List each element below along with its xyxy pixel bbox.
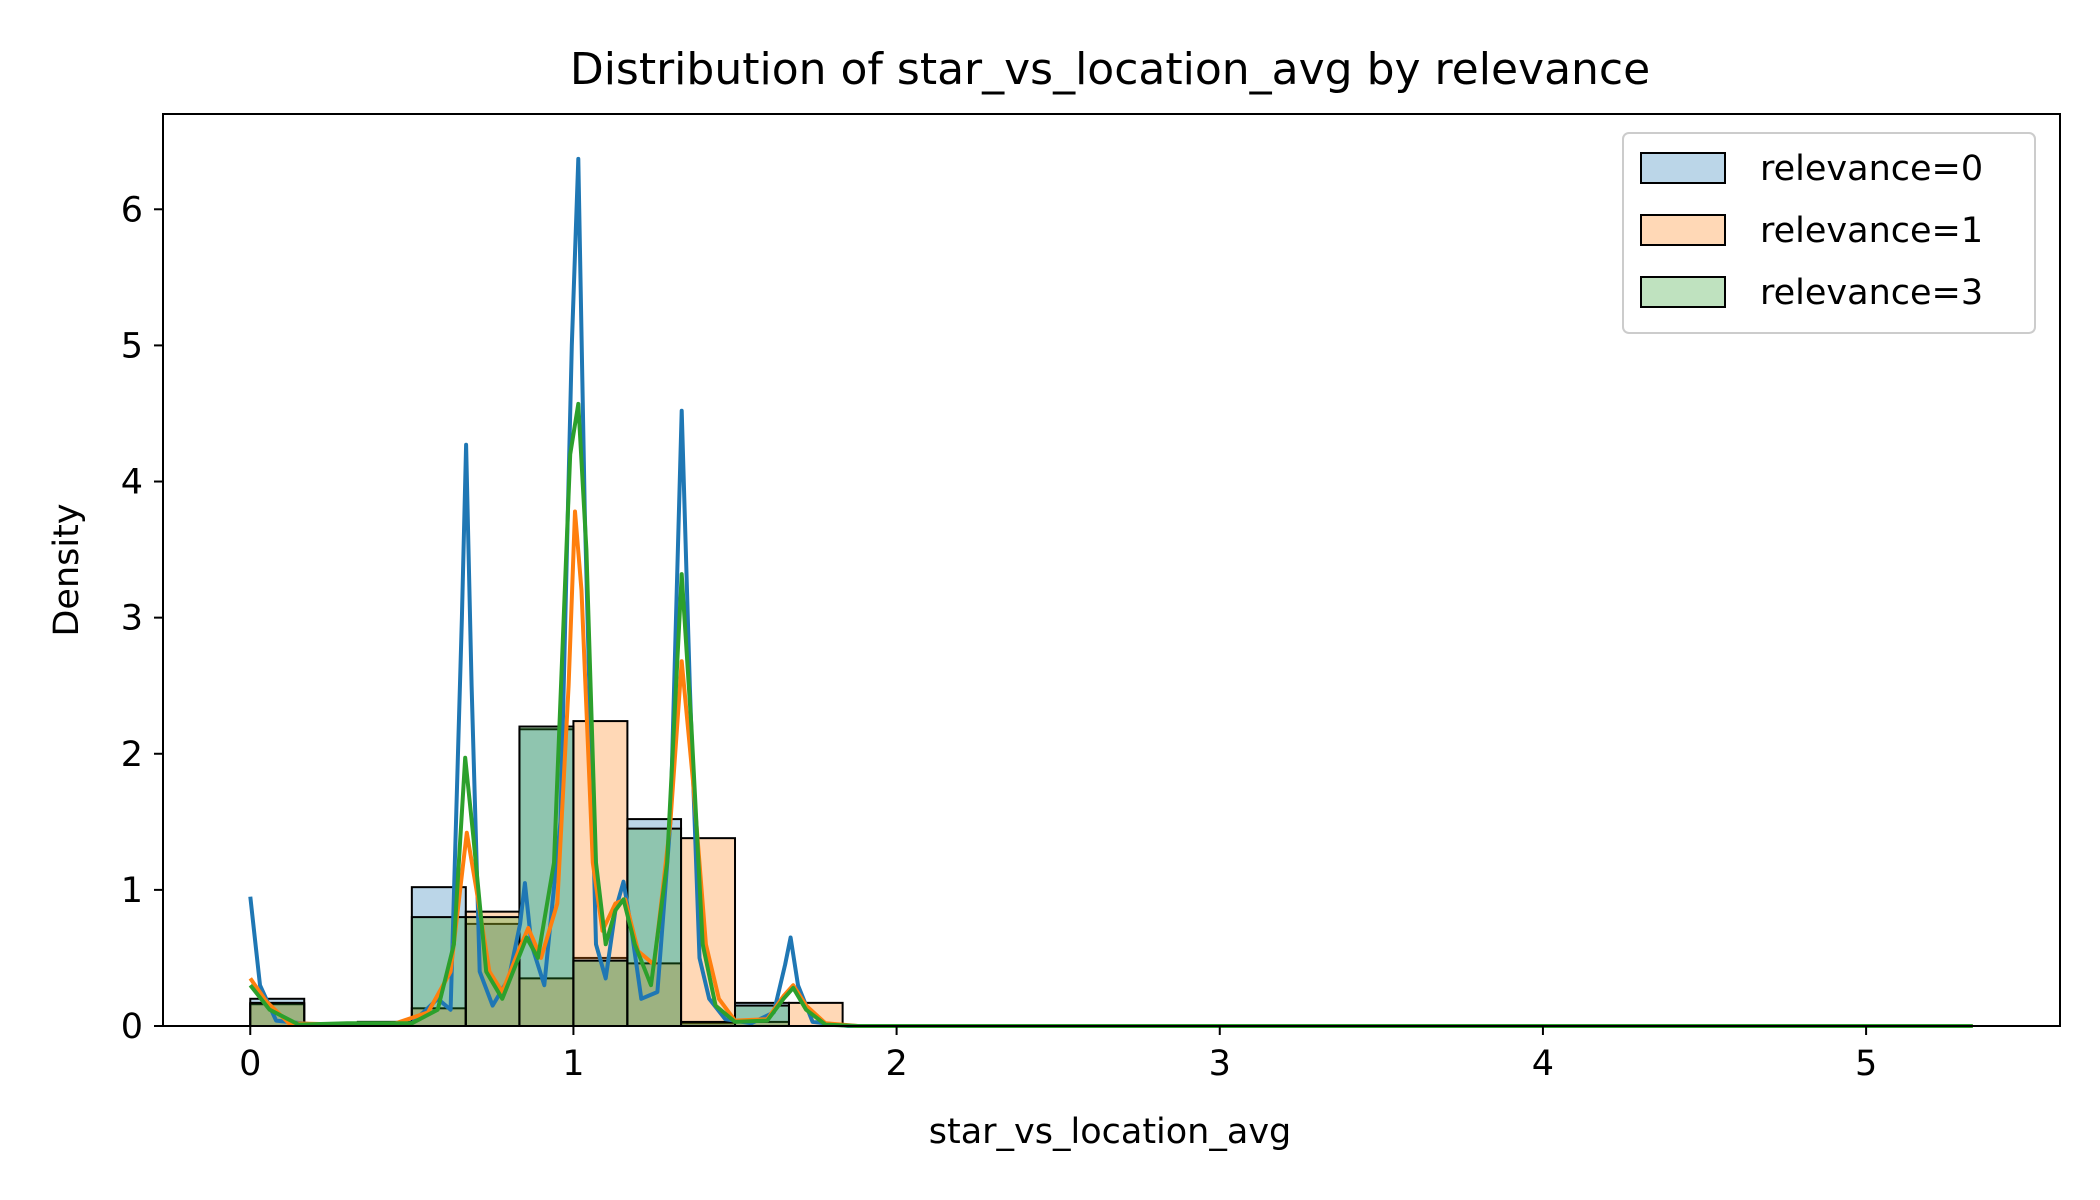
legend-label: relevance=3 xyxy=(1760,273,1983,313)
y-tick-label: 6 xyxy=(121,190,143,230)
y-tick-label: 0 xyxy=(121,1007,143,1047)
kde-line-series-2 xyxy=(248,401,1973,1028)
legend-swatch xyxy=(1640,276,1726,308)
plot-frame xyxy=(162,113,2061,1027)
y-tick-label: 5 xyxy=(121,326,143,366)
y-tick-label: 2 xyxy=(121,735,143,775)
histogram-bar xyxy=(626,827,683,1028)
y-tick-label: 4 xyxy=(121,463,143,503)
legend-label: relevance=1 xyxy=(1760,211,1983,251)
x-axis-label: star_vs_location_avg xyxy=(929,1112,1292,1152)
legend: relevance=0 relevance=1 relevance=3 xyxy=(1622,132,2036,334)
legend-label: relevance=0 xyxy=(1760,149,1983,189)
x-tick-label: 2 xyxy=(885,1044,907,1084)
x-tick-label: 0 xyxy=(239,1044,261,1084)
x-axis: 0 1 2 3 4 5 xyxy=(239,1026,1877,1084)
chart-title: Distribution of star_vs_location_avg by … xyxy=(570,44,1650,95)
y-axis: 0 1 2 3 4 5 6 xyxy=(121,190,163,1047)
y-axis-label: Density xyxy=(47,503,87,636)
kde-lines xyxy=(248,156,1973,1028)
y-tick-label: 1 xyxy=(121,871,143,911)
histogram-bar xyxy=(572,720,629,1027)
x-tick-label: 4 xyxy=(1532,1044,1554,1084)
histogram-bar xyxy=(572,959,629,1027)
x-tick-label: 1 xyxy=(562,1044,584,1084)
x-tick-label: 3 xyxy=(1209,1044,1231,1084)
legend-swatch xyxy=(1640,152,1726,184)
y-tick-label: 3 xyxy=(121,599,143,639)
x-tick-label: 5 xyxy=(1855,1044,1877,1084)
legend-swatch xyxy=(1640,214,1726,246)
